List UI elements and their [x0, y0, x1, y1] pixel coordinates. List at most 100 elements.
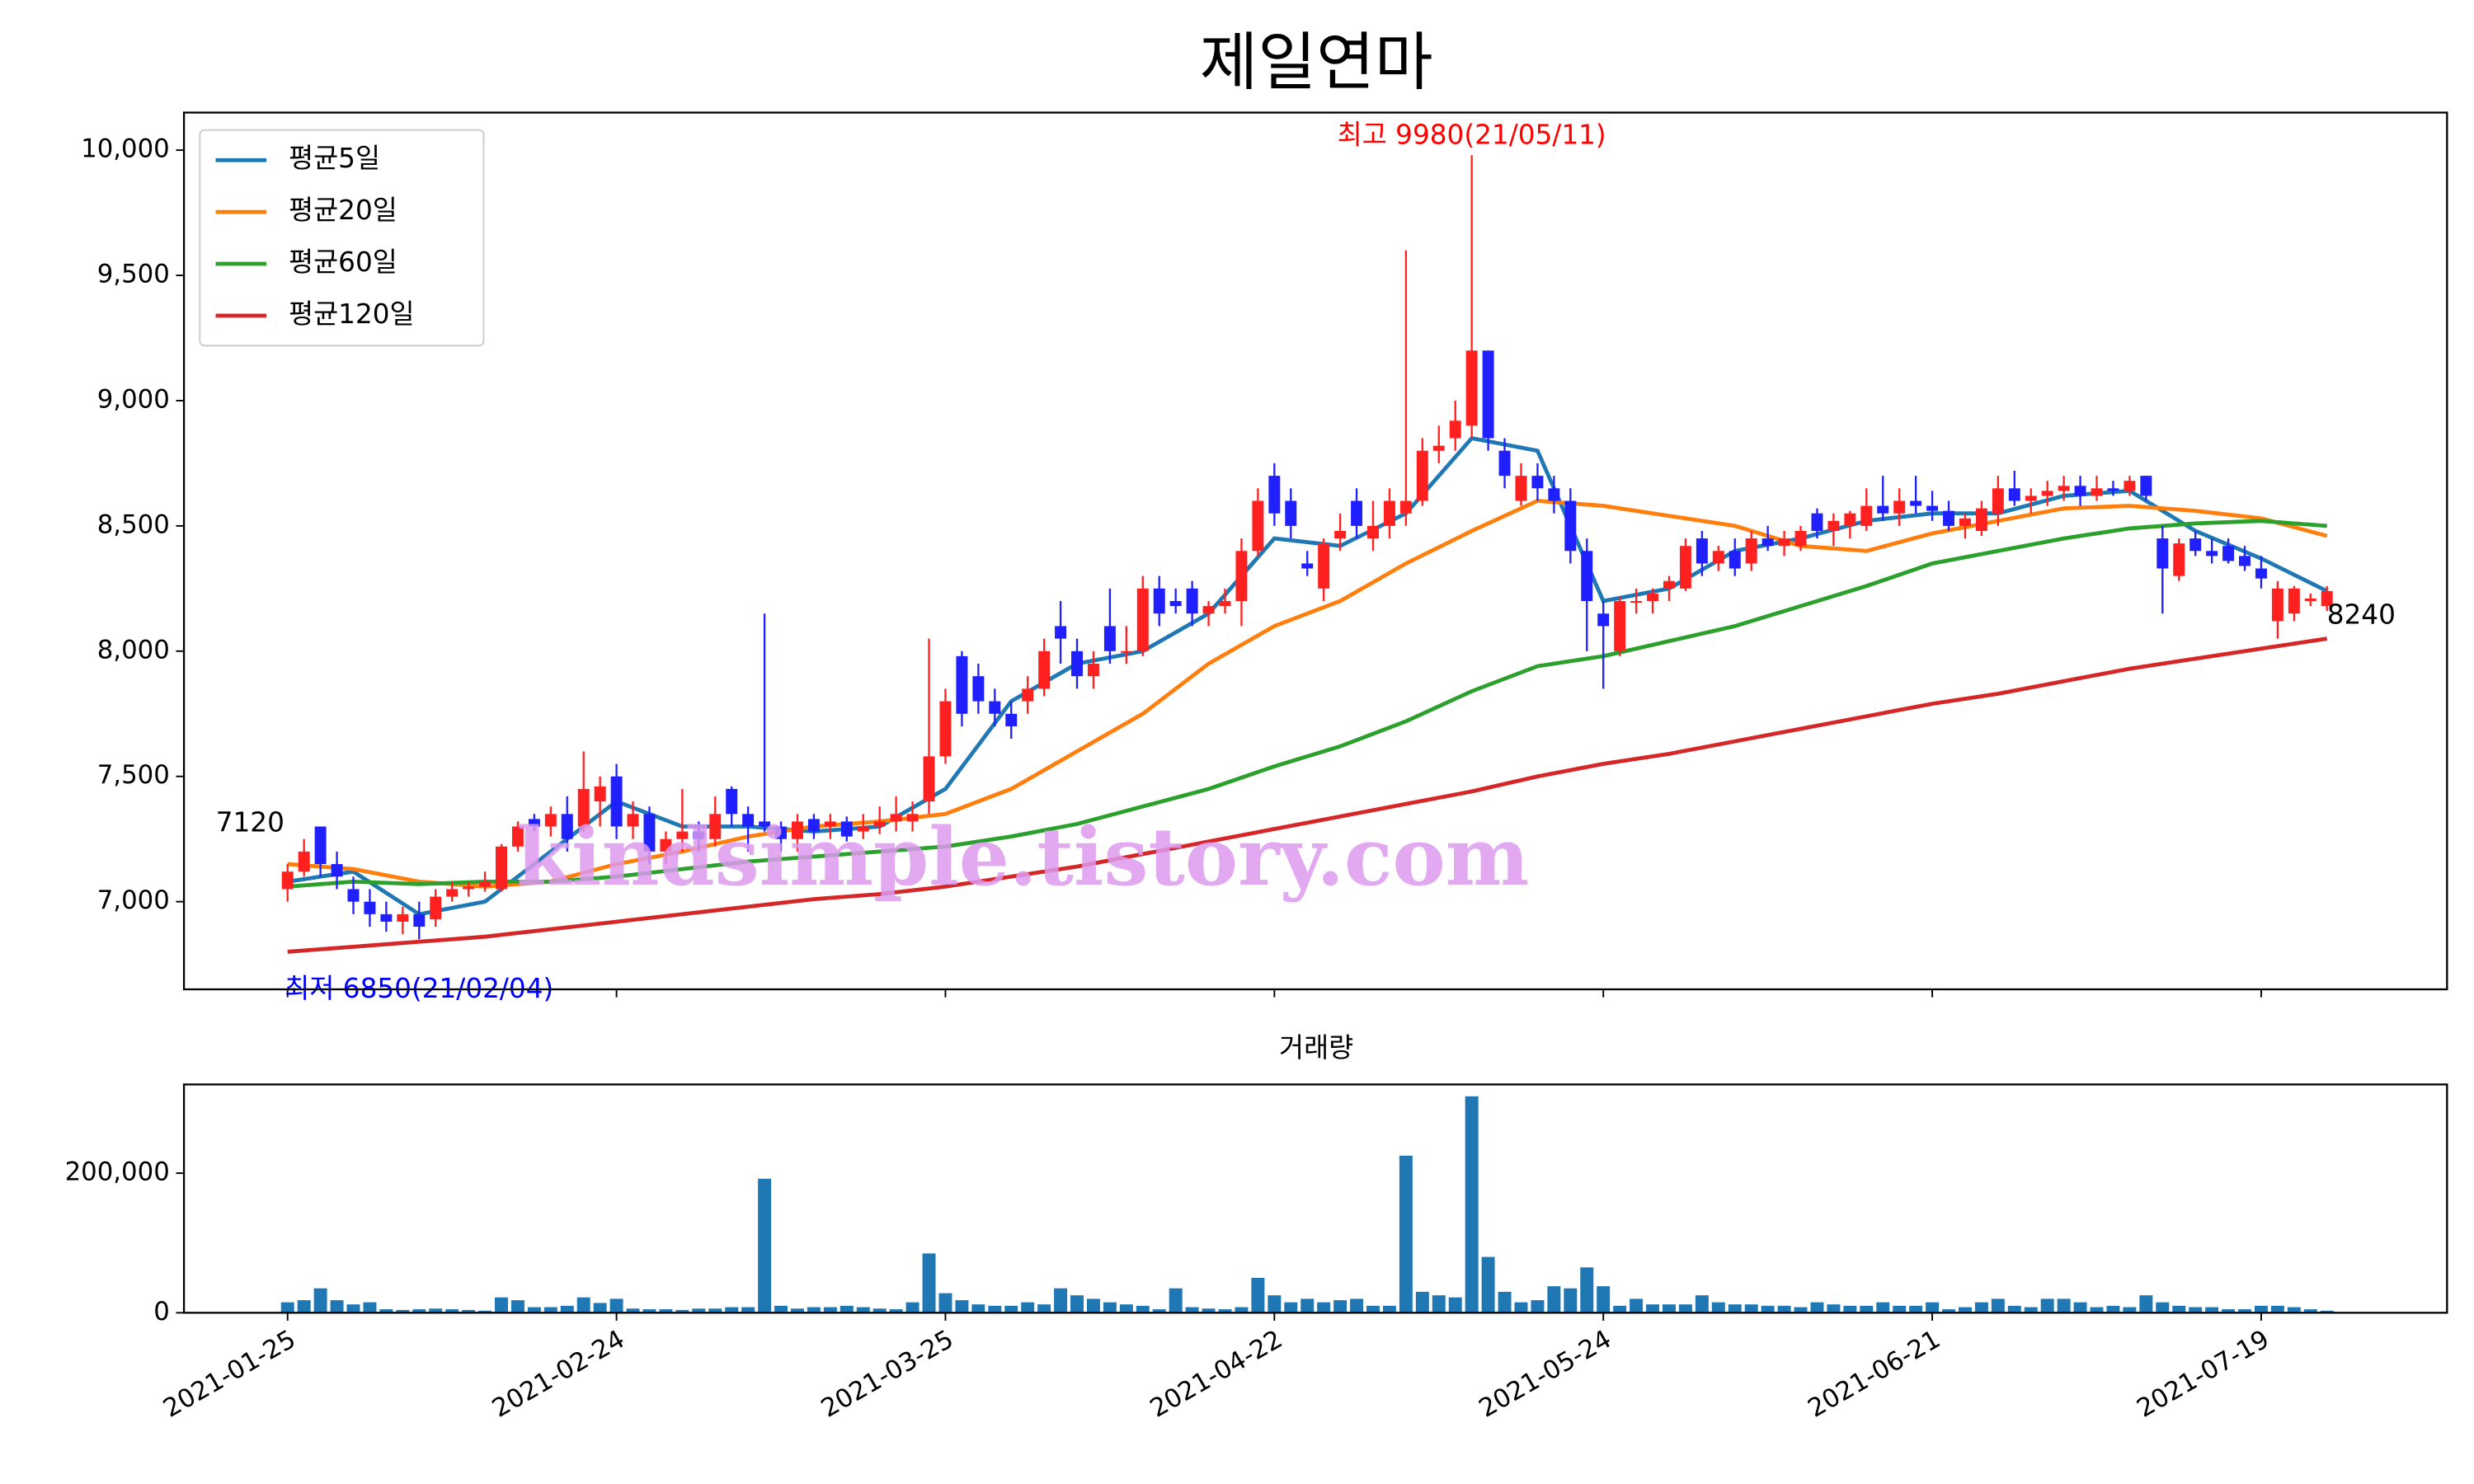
candle-body — [511, 826, 524, 847]
candle-body — [972, 676, 985, 702]
candle-body — [397, 913, 409, 922]
candle-body — [1005, 713, 1018, 726]
volume-bar — [1086, 1298, 1100, 1313]
volume-bar — [790, 1308, 804, 1313]
volume-bar — [626, 1308, 640, 1313]
candle-body — [1614, 601, 1626, 651]
price-axes-frame — [182, 111, 2448, 991]
candle-body — [1647, 593, 1659, 602]
volume-bar — [692, 1308, 706, 1313]
candle-body — [577, 788, 590, 827]
volume-bar — [955, 1300, 969, 1313]
volume-bar — [1481, 1256, 1495, 1313]
candle-body — [1926, 505, 1939, 511]
volume-bar — [725, 1307, 739, 1313]
candle-body — [726, 788, 738, 815]
candle-body — [1432, 445, 1445, 451]
candle-body — [1844, 513, 1856, 526]
candle-body — [2058, 486, 2070, 491]
candle-body — [1235, 551, 1248, 602]
candle-body — [2271, 588, 2284, 622]
ma-line — [287, 519, 2327, 889]
candle-body — [1531, 476, 1544, 489]
candle-body — [1597, 613, 1610, 627]
volume-bar — [708, 1308, 722, 1313]
volume-bar — [1235, 1307, 1249, 1313]
candle-body — [1564, 500, 1577, 552]
candle-body — [1778, 538, 1790, 547]
volume-bar — [1827, 1304, 1841, 1313]
volume-bar — [774, 1305, 788, 1313]
volume-bar — [560, 1305, 574, 1313]
volume-bar — [1202, 1308, 1216, 1313]
candle-body — [1416, 450, 1428, 501]
volume-bar — [1284, 1302, 1298, 1313]
candle-body — [1943, 510, 1954, 526]
volume-bar — [576, 1297, 590, 1313]
volume-bar — [1909, 1305, 1923, 1313]
volume-bar — [1860, 1305, 1874, 1313]
y-tick-label: 9,000 — [97, 384, 170, 414]
candle-body — [890, 814, 902, 822]
candle-body — [1745, 538, 1757, 564]
y-tick-label: 8,500 — [97, 510, 170, 539]
candle-body — [693, 831, 705, 839]
candle-body — [2157, 538, 2169, 569]
volume-bar — [1152, 1309, 1166, 1313]
candle-body — [1252, 500, 1264, 552]
volume-bar — [922, 1253, 936, 1313]
volume-bar — [2090, 1307, 2104, 1313]
candle-body — [1055, 626, 1067, 639]
candle-body — [956, 655, 968, 714]
volume-bar — [495, 1297, 508, 1313]
volume-bar — [462, 1309, 476, 1313]
legend-frame — [199, 129, 485, 347]
volume-bar — [2139, 1295, 2153, 1313]
volume-bar — [1498, 1291, 1512, 1313]
candle-body — [873, 821, 886, 827]
volume-bar — [971, 1304, 985, 1313]
volume-bar — [889, 1309, 903, 1313]
legend-label: 평균60일 — [289, 247, 397, 278]
volume-bar — [1794, 1307, 1808, 1313]
candle-body — [298, 851, 310, 872]
candle-body — [1630, 601, 1643, 603]
candle-body — [610, 776, 623, 827]
candle-body — [923, 756, 935, 802]
candle-body — [1087, 664, 1099, 677]
candle-body — [528, 819, 540, 827]
volume-bar — [1218, 1309, 1232, 1313]
candle-body — [1515, 476, 1527, 501]
candle-body — [1679, 546, 1691, 589]
volume-bar — [758, 1178, 772, 1313]
last-close-label: 8240 — [2327, 599, 2396, 631]
volume-bar — [1678, 1304, 1692, 1313]
chart-title: 제일연마 — [1200, 26, 1433, 100]
candle-body — [1449, 420, 1461, 439]
candle-body — [1318, 543, 1330, 589]
candle-body — [1696, 538, 1708, 564]
volume-bar — [807, 1307, 821, 1313]
volume-bar — [823, 1307, 837, 1313]
volume-bar — [1268, 1295, 1282, 1313]
candle-body — [1975, 508, 1987, 531]
volume-bar — [412, 1309, 426, 1313]
candle-body — [1794, 530, 1807, 547]
volume-bar — [379, 1309, 393, 1313]
volume-bar — [1514, 1302, 1528, 1313]
volume-bar — [659, 1309, 673, 1313]
candle-body — [2091, 488, 2103, 496]
volume-bar — [1744, 1304, 1758, 1313]
candle-body — [1103, 626, 1116, 651]
volume-bar — [1531, 1300, 1545, 1313]
candle-body — [824, 821, 836, 827]
volume-bar — [2073, 1302, 2087, 1313]
volume-bar — [905, 1302, 920, 1313]
volume-bar — [1169, 1288, 1183, 1313]
candle-body — [2255, 568, 2267, 579]
volume-bar — [2320, 1310, 2334, 1313]
volume-bar — [1630, 1298, 1644, 1313]
watermark: kindsimple.tistory.com — [516, 810, 1529, 904]
